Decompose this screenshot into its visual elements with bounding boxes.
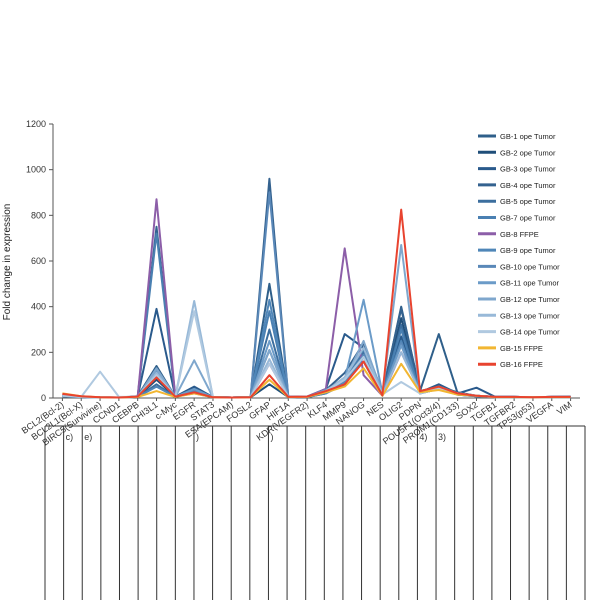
legend-label: GB-9 ope Tumor bbox=[500, 246, 556, 255]
legend-label: GB-2 ope Tumor bbox=[500, 148, 556, 157]
table-cell-fragment: ) bbox=[196, 432, 199, 442]
series-layer bbox=[62, 177, 571, 399]
y-tick-label: 0 bbox=[41, 393, 46, 403]
legend-label: GB-14 ope Tumor bbox=[500, 328, 560, 337]
legend-label: GB-5 ope Tumor bbox=[500, 197, 556, 206]
series-line bbox=[62, 191, 571, 399]
y-tick-label: 1000 bbox=[26, 165, 46, 175]
legend-label: GB-12 ope Tumor bbox=[500, 295, 560, 304]
y-tick-label: 1200 bbox=[26, 119, 46, 129]
legend-label: GB-3 ope Tumor bbox=[500, 165, 556, 174]
table-cell-fragment: ) bbox=[270, 432, 273, 442]
table-cell-fragment: c) bbox=[66, 432, 74, 442]
y-tick-label: 400 bbox=[31, 302, 46, 312]
y-tick-label: 200 bbox=[31, 347, 46, 357]
table-cell-fragment: 4) bbox=[419, 432, 427, 442]
legend-label: GB-1 ope Tumor bbox=[500, 132, 556, 141]
legend-label: GB-7 ope Tumor bbox=[500, 214, 556, 223]
y-axis-label: Fold change in expression bbox=[2, 204, 13, 321]
legend-label: GB-8 FFPE bbox=[500, 230, 539, 239]
legend-label: GB-15 FFPE bbox=[500, 344, 543, 353]
x-tick-label: VIM bbox=[555, 399, 574, 416]
y-tick-label: 600 bbox=[31, 256, 46, 266]
legend-label: GB-11 ope Tumor bbox=[500, 279, 560, 288]
gene-table-strip: c) e))) 4) 3) bbox=[44, 425, 586, 600]
series-line bbox=[62, 208, 571, 399]
legend-label: GB-16 FFPE bbox=[500, 360, 543, 369]
y-tick-label: 800 bbox=[31, 210, 46, 220]
legend: GB-1 ope Tumor GB-2 ope Tumor GB-3 ope Tum… bbox=[478, 132, 560, 369]
legend-label: GB-13 ope Tumor bbox=[500, 311, 560, 320]
y-axis: 0 200 400 600 800 1000 1200 bbox=[26, 119, 54, 403]
legend-label: GB-10 ope Tumor bbox=[500, 262, 560, 271]
table-cell-fragment: 3) bbox=[438, 432, 446, 442]
table-cell-fragment: e) bbox=[84, 432, 92, 442]
x-axis: BCL2(Bcl-2)BCL2L1(Bcl-X)BIRC5(Survivine)… bbox=[20, 397, 580, 448]
legend-label: GB-4 ope Tumor bbox=[500, 181, 556, 190]
